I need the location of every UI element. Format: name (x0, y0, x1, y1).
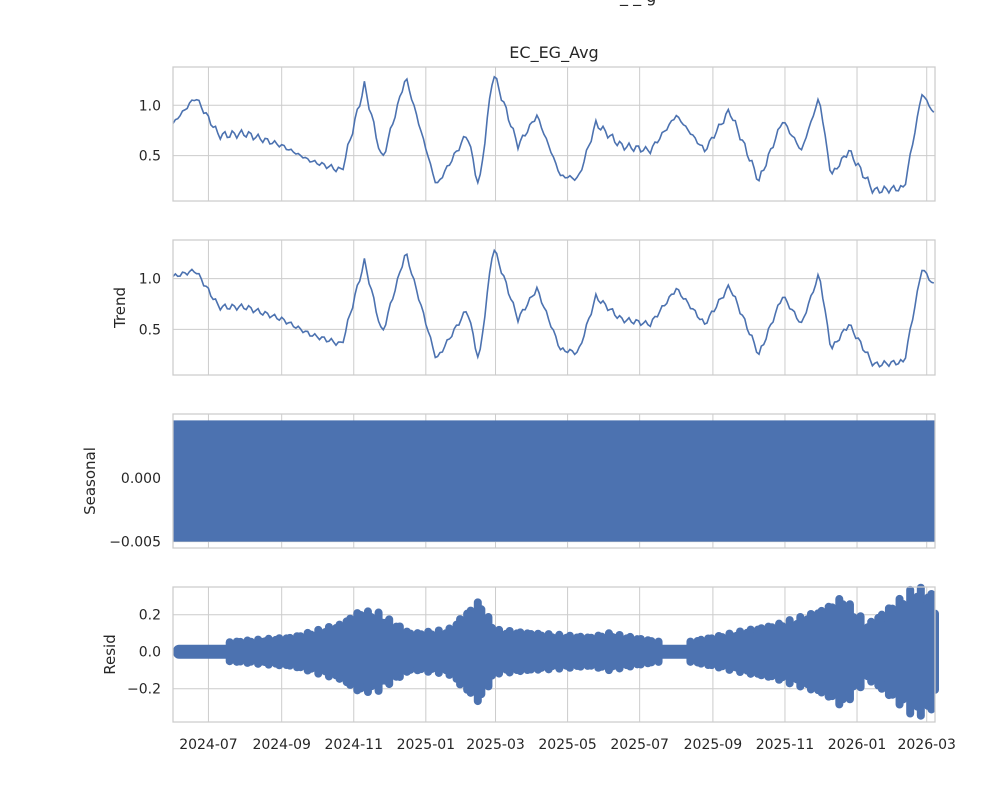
x-tick-label: 2026-03 (897, 737, 956, 753)
y-tick-label: 0.000 (121, 471, 161, 487)
x-tick-label: 2025-03 (466, 737, 525, 753)
x-tick-label: 2024-11 (325, 737, 384, 753)
y-axis-label: Trend (111, 287, 129, 329)
y-tick-label: 0.5 (139, 322, 161, 338)
y-tick-label: 1.0 (139, 272, 161, 288)
y-axis-label: Resid (101, 634, 119, 674)
panel-title: EC_EG_Avg (509, 43, 598, 63)
y-tick-label: −0.005 (109, 535, 161, 551)
axes-frame (172, 413, 936, 549)
x-tick-label: 2025-07 (610, 737, 669, 753)
x-tick-label: 2025-01 (397, 737, 456, 753)
y-tick-label: 0.2 (139, 608, 161, 624)
x-tick-label: 2024-07 (179, 737, 238, 753)
axes-frame (172, 586, 936, 723)
trend-series-line (172, 248, 935, 368)
x-tick-label: 2024-09 (252, 737, 311, 753)
observed-series-line (172, 75, 935, 195)
axes-frame (172, 239, 936, 376)
x-tick-label: 2026-01 (828, 737, 887, 753)
y-tick-label: 0.5 (139, 149, 161, 165)
figure-suptitle-fragment: _ _ g (619, 0, 656, 7)
axes-frame (172, 66, 936, 202)
y-axis-label: Seasonal (81, 447, 99, 515)
x-tick-label: 2025-05 (538, 737, 597, 753)
seasonal-band (173, 420, 935, 542)
x-tick-label: 2025-11 (756, 737, 815, 753)
y-tick-label: −0.2 (127, 682, 161, 698)
y-tick-label: 1.0 (139, 98, 161, 114)
x-tick-label: 2025-09 (684, 737, 743, 753)
y-tick-label: 0.0 (139, 645, 161, 661)
